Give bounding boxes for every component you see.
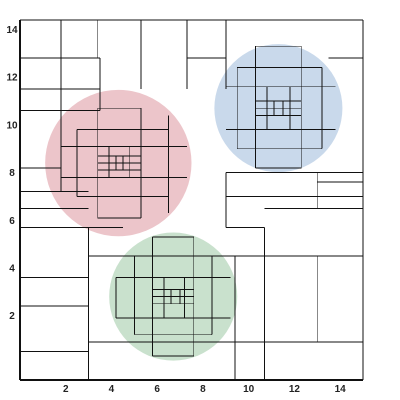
y-tick-label-4: 4 xyxy=(9,263,15,274)
y-tick-label-10: 10 xyxy=(6,120,18,131)
x-tick-label-4: 4 xyxy=(109,384,115,395)
y-tick-label-2: 2 xyxy=(9,311,15,322)
y-tick-label-14: 14 xyxy=(6,25,18,36)
circles-layer xyxy=(45,44,343,361)
x-tick-label-6: 6 xyxy=(154,384,160,395)
x-tick-label-8: 8 xyxy=(200,384,206,395)
x-tick-label-12: 12 xyxy=(289,384,301,395)
x-tick-label-2: 2 xyxy=(63,384,69,395)
y-tick-label-12: 12 xyxy=(6,73,18,84)
tick-labels-layer: 2 4 6 8 10 12 14 2 4 6 8 10 12 14 xyxy=(6,25,346,395)
x-tick-label-10: 10 xyxy=(243,384,255,395)
grid-lines-layer xyxy=(19,19,364,380)
axes-layer xyxy=(19,20,363,381)
x-tick-label-14: 14 xyxy=(335,384,347,395)
y-tick-label-8: 8 xyxy=(9,168,15,179)
y-tick-label-6: 6 xyxy=(9,216,15,227)
